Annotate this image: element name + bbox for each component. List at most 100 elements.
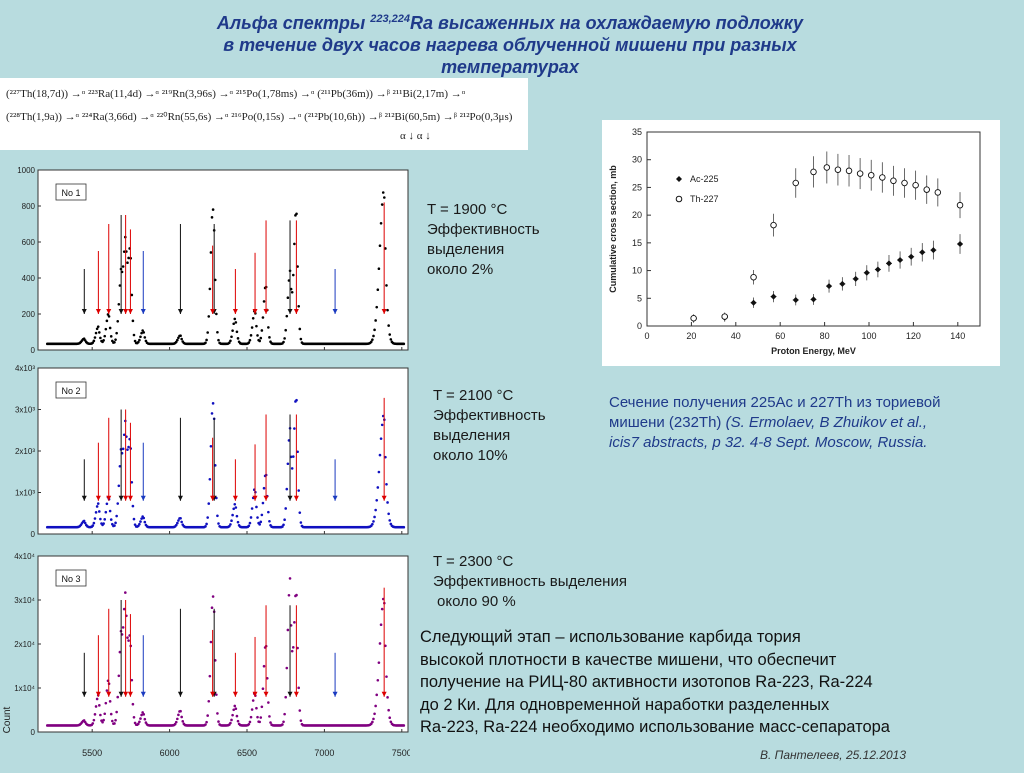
spectrum-point (211, 208, 215, 211)
spectrum-point (267, 510, 270, 514)
spectrum-point (230, 519, 233, 523)
spectrum-point (251, 699, 255, 702)
spectrum-point (233, 704, 237, 708)
spectrum-point (126, 261, 129, 265)
spectrum-point (98, 704, 101, 707)
spectrum-point (92, 718, 96, 722)
spectrum-point (114, 521, 117, 525)
spectrum-point (268, 715, 271, 718)
x-tick-label: 60 (775, 331, 785, 341)
spectrum-point (139, 335, 142, 339)
spectrum-point (232, 507, 235, 511)
spectrum-point (262, 486, 266, 490)
spectrum-point (94, 705, 98, 708)
spectrum-point (386, 696, 389, 699)
red-arrowhead (381, 495, 387, 501)
red-arrowhead (106, 691, 112, 697)
spectrum-point (116, 502, 120, 505)
ac225-point (908, 253, 915, 260)
spectrum-point (402, 525, 406, 529)
spectrum-point (142, 331, 146, 334)
spectrum-point (261, 316, 265, 319)
spectrum-point (105, 502, 109, 506)
spectrum-point (113, 524, 116, 527)
th227-point (770, 221, 777, 229)
cross-section-plot: 0 20 40 60 80 100 120 140 0 5 10 15 20 25 30 35 Proton E… (608, 127, 981, 356)
y-tick-label: 3x10³ (15, 406, 35, 415)
spectrum-point (143, 717, 147, 721)
spectrum-point (118, 650, 122, 654)
spectrum-point (283, 518, 286, 521)
spectrum-point (260, 513, 264, 517)
spectrum-point (229, 339, 232, 343)
spectra-plot: 0 200 400 600 800 1000 No 1 0 1x10³ 2x10³ 3x10³ 4x1… (2, 166, 412, 758)
th227-point (834, 166, 842, 173)
spectrum-point (127, 256, 130, 260)
x-tick-label: 20 (686, 331, 696, 341)
spectrum-point (286, 462, 290, 466)
spectrum-point (235, 330, 239, 334)
y-tick-label: 1x10³ (15, 489, 35, 498)
th227-point (912, 181, 919, 189)
y-tick-label: 20 (632, 210, 642, 220)
spectrum-point (127, 445, 130, 449)
decay-chain-224: (²²⁸Th(1,9a)) →ᵅ ²²⁴Ra(3,66d) →ᵅ ²²⁰Rn(5… (6, 111, 513, 123)
y-tick-label: 25 (632, 182, 642, 192)
spectrum-point (126, 636, 129, 639)
spectrum-point (387, 512, 390, 516)
spectrum-point (387, 708, 390, 712)
spectrum-point (296, 265, 299, 268)
spectrum-point (180, 520, 183, 524)
spectrum-point (235, 514, 239, 518)
black-arrowhead (81, 691, 87, 697)
spectrum-point (205, 522, 208, 526)
spectrum-point (260, 329, 264, 332)
th227-point (867, 171, 875, 179)
spectrum-point (267, 701, 270, 704)
spectrum-point (99, 336, 102, 340)
y-tick-label: 1x10⁴ (14, 684, 35, 693)
spectrum-point (249, 715, 253, 719)
y-tick-label: 10 (632, 266, 642, 276)
spectrum-point (233, 317, 237, 321)
spectrum-point (121, 447, 125, 451)
y-tick-label: 15 (632, 238, 642, 248)
th227-point (750, 273, 757, 281)
spectrum-point (291, 646, 295, 649)
x-tick-label: 7500 (392, 748, 410, 758)
spectrum-point (285, 314, 289, 318)
y-tick-label: 2x10³ (15, 447, 35, 456)
red-arrowhead (381, 309, 387, 314)
spectrum-point (96, 325, 100, 328)
spectrum-point (378, 244, 382, 247)
red-arrowhead (210, 495, 216, 501)
spectrum-point (236, 719, 240, 723)
spectrum-point (379, 623, 383, 627)
spectrum-point (207, 502, 211, 505)
decay-alpha-branches: α ↓ α ↓ (400, 130, 431, 142)
spectrum-point (250, 708, 254, 711)
th227-point (923, 186, 930, 193)
cross-section-caption: Сечение получения 225Ac и 227Th из торие… (609, 394, 941, 451)
spectrum-point (133, 339, 137, 343)
spectrum-point (389, 338, 393, 341)
spectrum-point (132, 517, 136, 521)
spectrum-point (176, 717, 179, 721)
spectrum-point (377, 267, 381, 270)
legend-marker-ac225 (676, 176, 682, 182)
x-axis-label: Proton Energy, MeV (771, 346, 856, 356)
x-tick-label: 100 (861, 331, 876, 341)
spectrum-point (108, 700, 112, 703)
th227-point (810, 168, 817, 176)
spectrum-point (282, 340, 285, 344)
temp-label-3: T = 2300 °C Эффективность выделения около … (433, 553, 627, 610)
slide-title: Альфа спектры 223,224Ra высаженных на ох… (216, 13, 804, 77)
red-arrowhead (263, 309, 269, 314)
spectrum-point (255, 706, 258, 710)
spectrum-point (228, 341, 231, 345)
spectrum-point (290, 290, 294, 294)
spectrum-point (210, 216, 214, 219)
panel-id-label: No 3 (61, 574, 80, 584)
spectrum-point (104, 327, 108, 331)
th227-point (956, 201, 964, 209)
